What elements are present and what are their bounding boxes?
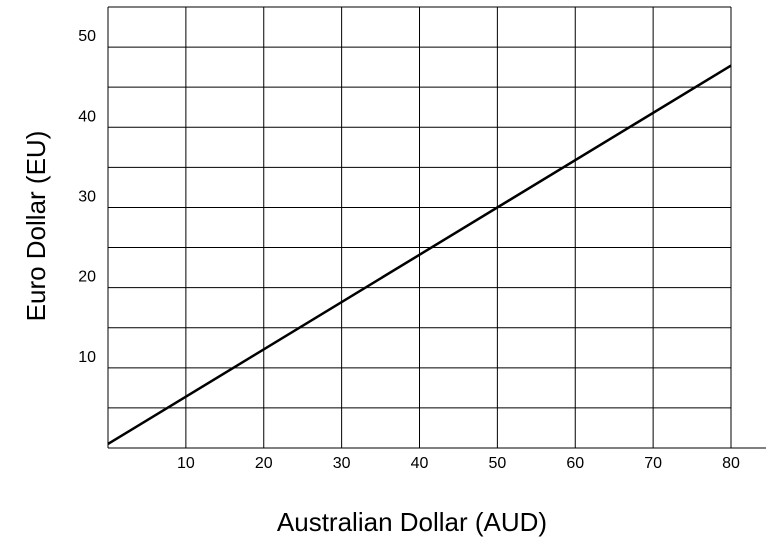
x-axis-title: Australian Dollar (AUD) bbox=[277, 507, 547, 537]
y-axis-title: Euro Dollar (EU) bbox=[21, 131, 51, 322]
x-tick-label: 80 bbox=[722, 455, 740, 472]
y-tick-labels: 10 20 30 40 50 bbox=[78, 28, 96, 366]
x-tick-label: 10 bbox=[177, 455, 195, 472]
y-tick-label: 20 bbox=[78, 269, 96, 286]
y-tick-label: 30 bbox=[78, 188, 96, 205]
x-tick-label: 30 bbox=[333, 455, 351, 472]
x-tick-label: 40 bbox=[411, 455, 429, 472]
x-tick-label: 50 bbox=[488, 455, 506, 472]
series-line bbox=[107, 64, 732, 446]
y-tick-label: 40 bbox=[78, 108, 96, 125]
series-lines bbox=[107, 64, 732, 446]
x-tick-label: 20 bbox=[255, 455, 273, 472]
x-tick-labels: 10 20 30 40 50 60 70 80 bbox=[177, 455, 740, 472]
grid bbox=[107, 6, 766, 449]
x-tick-label: 70 bbox=[644, 455, 662, 472]
y-tick-label: 50 bbox=[78, 28, 96, 45]
x-tick-label: 60 bbox=[566, 455, 584, 472]
y-tick-label: 10 bbox=[78, 349, 96, 366]
